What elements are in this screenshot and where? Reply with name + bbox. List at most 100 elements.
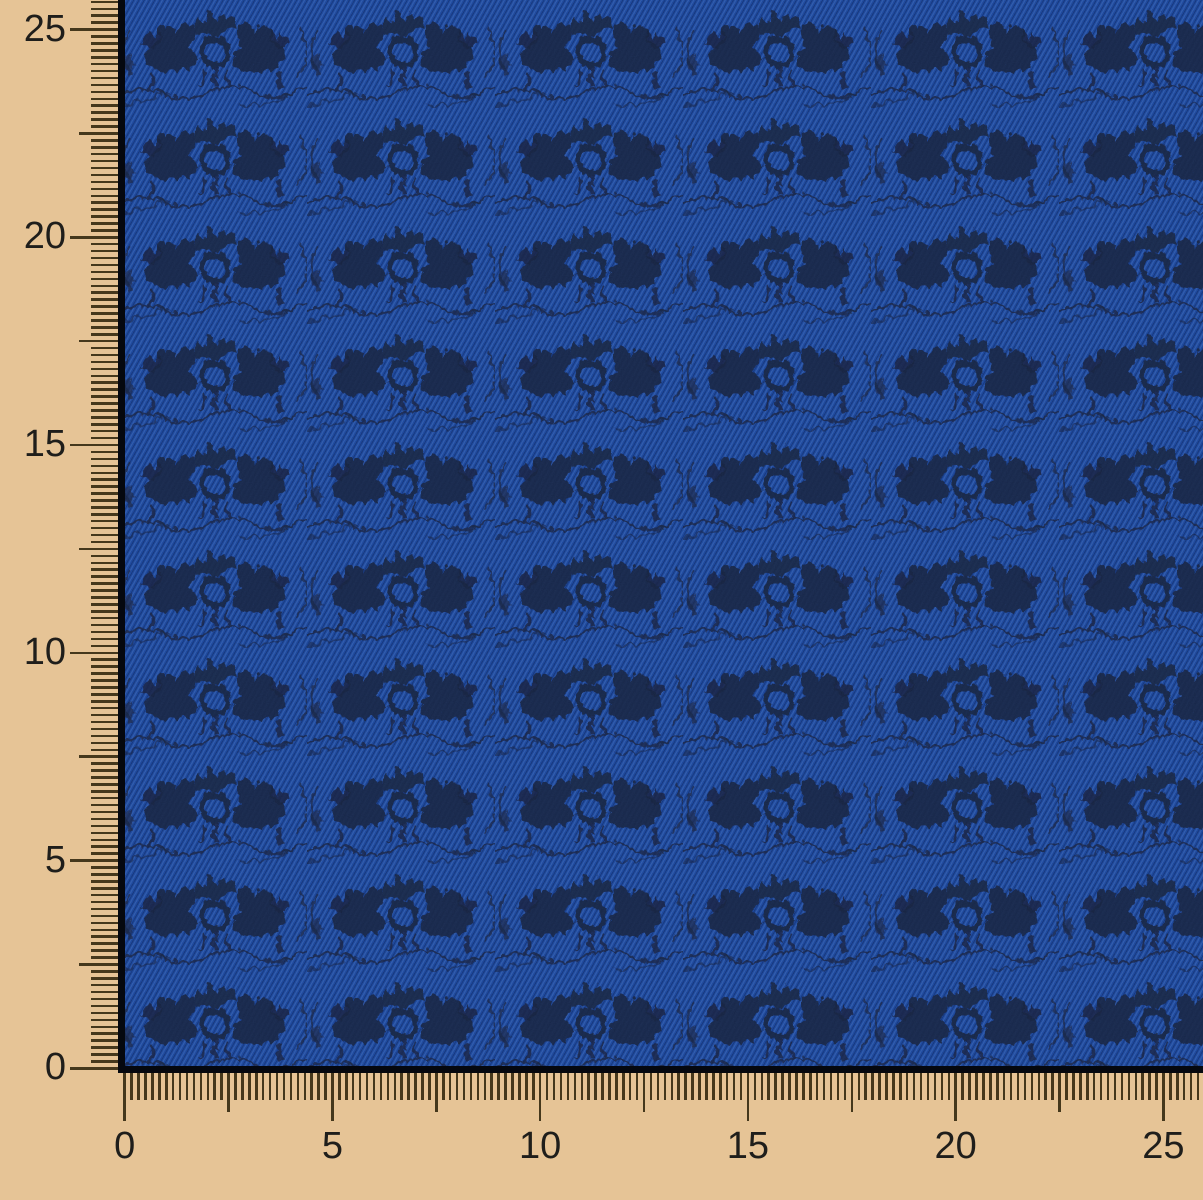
tick-small xyxy=(91,713,118,717)
tick-small xyxy=(91,783,118,786)
tick-small xyxy=(372,1073,376,1100)
tick-small xyxy=(698,1073,701,1100)
tick-small xyxy=(725,1073,729,1100)
tick-small xyxy=(379,1073,383,1100)
tick-small xyxy=(781,1073,784,1100)
tick-small xyxy=(91,194,118,197)
tick-small xyxy=(91,1025,118,1028)
tick-small xyxy=(91,928,118,932)
tick-small xyxy=(91,686,118,689)
tick-small xyxy=(91,14,118,17)
tick-long xyxy=(1162,1073,1165,1121)
tick-small xyxy=(91,610,118,613)
tick-small xyxy=(91,229,118,232)
tick-small xyxy=(91,90,118,94)
tick-small xyxy=(483,1073,487,1100)
tick-long xyxy=(70,1067,118,1070)
tick-small xyxy=(91,76,118,80)
tick-small xyxy=(91,249,118,253)
tick-small xyxy=(91,596,118,599)
tick-small xyxy=(497,1073,500,1100)
tick-small xyxy=(975,1073,978,1100)
tick-small xyxy=(91,201,118,204)
tick-small xyxy=(91,222,118,225)
tick-small xyxy=(91,485,118,488)
tick-small xyxy=(1016,1073,1020,1100)
jacquard-pattern xyxy=(125,0,1203,1066)
tick-small xyxy=(843,1073,847,1100)
tick-small xyxy=(261,1073,265,1100)
tick-small xyxy=(91,769,118,772)
tick-small xyxy=(91,540,118,544)
tick-small xyxy=(91,277,118,281)
tick-small xyxy=(774,1073,777,1100)
tick-small xyxy=(91,166,118,170)
tick-small xyxy=(137,1073,140,1100)
tick-small xyxy=(91,506,118,509)
tick-small xyxy=(91,942,118,945)
tick-small xyxy=(91,0,118,4)
tick-small xyxy=(566,1073,570,1100)
tick-small xyxy=(622,1073,625,1100)
tick-small xyxy=(899,1073,902,1100)
tick-small xyxy=(656,1073,660,1100)
tick-small xyxy=(448,1073,452,1100)
tick-small xyxy=(255,1073,258,1100)
tick-small xyxy=(91,125,118,128)
tick-small xyxy=(220,1073,223,1100)
tick-small xyxy=(91,935,118,938)
tick-small xyxy=(91,887,118,890)
tick-small xyxy=(414,1073,417,1100)
tick-small xyxy=(91,990,118,994)
tick-small xyxy=(91,83,118,87)
tick-small xyxy=(303,1073,306,1100)
tick-small xyxy=(815,1073,819,1100)
tick-small xyxy=(91,513,118,516)
tick-small xyxy=(545,1073,549,1100)
tick-small xyxy=(351,1073,355,1100)
tick-small xyxy=(345,1073,348,1100)
tick-medium xyxy=(79,963,118,966)
tick-long xyxy=(70,236,118,239)
tick-small xyxy=(91,21,118,24)
fabric-swatch xyxy=(118,0,1203,1073)
tick-small xyxy=(185,1073,189,1100)
tick-small xyxy=(829,1073,833,1100)
tick-small xyxy=(310,1073,313,1100)
tick-small xyxy=(91,208,118,211)
tick-small xyxy=(324,1073,327,1100)
tick-long xyxy=(538,1073,542,1121)
tick-small xyxy=(635,1073,639,1100)
tick-small xyxy=(91,7,118,11)
tick-small xyxy=(91,256,118,260)
tick-small xyxy=(587,1073,590,1100)
tick-small xyxy=(213,1073,216,1100)
tick-small xyxy=(91,817,118,821)
tick-small xyxy=(91,762,118,765)
tick-medium xyxy=(850,1073,854,1112)
tick-small xyxy=(91,921,118,925)
tick-small xyxy=(1169,1073,1172,1100)
tick-small xyxy=(91,416,118,419)
tick-long xyxy=(331,1073,334,1121)
tick-small xyxy=(462,1073,466,1100)
tick-small xyxy=(1182,1073,1186,1100)
tick-small xyxy=(91,492,118,495)
tick-small xyxy=(91,603,118,606)
tick-small xyxy=(91,464,118,468)
tick-small xyxy=(1051,1073,1054,1100)
tick-small xyxy=(712,1073,715,1100)
tick-small xyxy=(615,1073,618,1100)
tick-small xyxy=(91,700,118,703)
tick-small xyxy=(91,1046,118,1049)
ruler-left-label: 20 xyxy=(23,215,66,258)
tick-small xyxy=(144,1073,147,1100)
tick-small xyxy=(407,1073,410,1100)
tick-small xyxy=(91,575,118,578)
tick-small xyxy=(788,1073,791,1100)
tick-small xyxy=(989,1073,992,1100)
tick-small xyxy=(91,49,118,52)
tick-small xyxy=(836,1073,840,1100)
tick-small xyxy=(559,1073,563,1100)
tick-small xyxy=(91,423,118,426)
